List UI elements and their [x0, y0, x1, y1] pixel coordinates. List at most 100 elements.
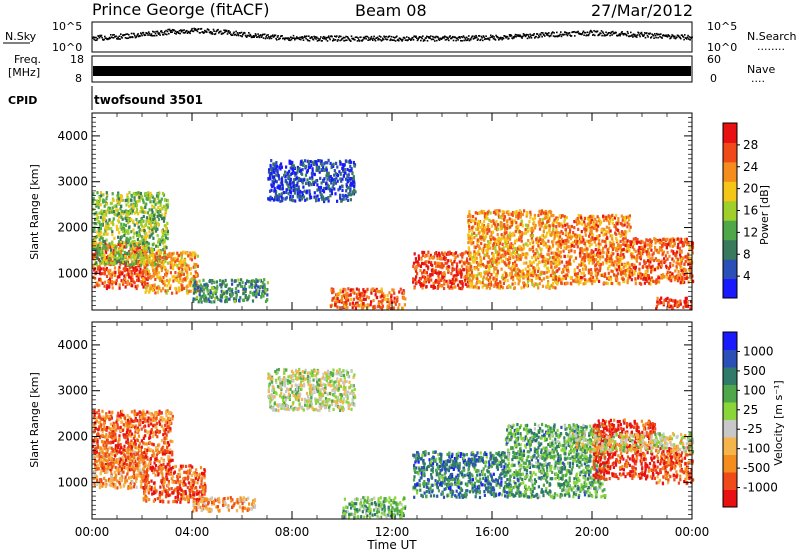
scatter-cell: [522, 281, 525, 285]
noise-point: [258, 35, 260, 37]
scatter-cell: [498, 261, 501, 265]
scatter-cell: [281, 180, 284, 184]
scatter-cell: [468, 230, 471, 234]
scatter-cell: [301, 172, 304, 176]
scatter-cell: [156, 215, 159, 219]
noise-point: [485, 35, 487, 37]
scatter-cell: [112, 249, 115, 253]
scatter-cell: [219, 295, 222, 299]
scatter-cell: [477, 280, 480, 284]
scatter-cell: [319, 159, 322, 163]
scatter-cell: [238, 282, 241, 286]
noise-point: [200, 27, 203, 30]
scatter-cell: [503, 231, 506, 235]
scatter-cell: [556, 280, 559, 284]
scatter-cell: [126, 221, 129, 225]
scatter-cell: [626, 225, 629, 229]
scatter-cell: [523, 231, 526, 235]
scatter-cell: [106, 232, 109, 236]
noise-point: [276, 39, 278, 41]
scatter-cell: [550, 265, 553, 269]
scatter-cell: [315, 179, 318, 183]
scatter-cell: [552, 239, 555, 243]
scatter-cell: [135, 274, 138, 278]
scatter-cell: [157, 217, 161, 222]
scatter-cell: [468, 278, 471, 282]
scatter-cell: [526, 270, 529, 274]
scatter-cell: [103, 284, 106, 288]
scatter-cell: [506, 279, 509, 283]
noise-point: [318, 39, 321, 41]
scatter-cell: [194, 297, 197, 301]
noise-point: [332, 38, 335, 40]
scatter-cell: [135, 286, 138, 291]
scatter-cell: [130, 282, 133, 286]
scatter-cell: [502, 224, 505, 228]
scatter-cell: [104, 242, 107, 246]
scatter-cell: [330, 188, 333, 193]
scatter-cell: [149, 200, 152, 204]
scatter-cell: [312, 181, 315, 185]
scatter-cell: [279, 167, 282, 171]
scatter-cell: [102, 240, 105, 244]
scatter-cell: [270, 167, 273, 171]
scatter-cell: [125, 241, 128, 245]
scatter-cell: [195, 295, 199, 299]
scatter-cell: [271, 166, 274, 170]
scatter-cell: [474, 221, 477, 225]
scatter-cell: [526, 277, 529, 281]
scatter-cell: [437, 277, 440, 281]
scatter-cell: [529, 242, 532, 246]
noise-point: [559, 33, 561, 36]
scatter-cell: [349, 293, 352, 297]
scatter-cell: [330, 165, 333, 170]
noise-point: [583, 34, 585, 36]
scatter-cell: [331, 185, 334, 189]
scatter-cell: [512, 250, 515, 254]
scatter-cell: [490, 233, 493, 237]
noise-point: [661, 37, 663, 39]
scatter-cell: [546, 212, 549, 216]
noise-point: [124, 37, 127, 39]
scatter-cell: [469, 251, 472, 255]
scatter-cell: [102, 217, 105, 221]
scatter-cell: [316, 194, 319, 198]
scatter-cell: [224, 284, 227, 288]
scatter-cell: [93, 222, 96, 226]
scatter-cell: [136, 199, 139, 204]
scatter-cell: [497, 215, 501, 219]
scatter-cell: [302, 185, 305, 189]
scatter-cell: [289, 166, 292, 170]
noise-point: [462, 36, 464, 39]
scatter-cell: [565, 216, 568, 220]
scatter-cell: [514, 211, 517, 215]
scatter-cell: [295, 187, 298, 191]
scatter-cell: [467, 218, 470, 223]
scatter-cell: [619, 234, 622, 238]
scatter-cell: [161, 191, 165, 196]
scatter-cell: [279, 181, 282, 185]
scatter-cell: [127, 239, 130, 244]
scatter-cell: [607, 277, 610, 281]
noise-point: [270, 37, 273, 40]
scatter-cell: [538, 282, 541, 286]
scatter-cell: [470, 270, 473, 275]
scatter-cell: [145, 216, 149, 220]
scatter-cell: [166, 269, 169, 273]
scatter-cell: [126, 213, 129, 217]
scatter-cell: [109, 268, 112, 272]
noise-point: [488, 38, 490, 40]
scatter-cell: [140, 222, 143, 226]
scatter-cell: [161, 234, 164, 238]
scatter-cell: [136, 246, 139, 250]
scatter-cell: [517, 246, 520, 250]
scatter-cell: [360, 293, 363, 297]
scatter-cell: [609, 275, 612, 279]
scatter-cell: [163, 253, 166, 257]
scatter-cell: [138, 228, 141, 232]
scatter-cell: [255, 288, 258, 292]
scatter-cell: [197, 300, 200, 304]
scatter-cell: [100, 250, 103, 254]
scatter-cell: [134, 285, 137, 289]
noise-point: [218, 32, 220, 34]
